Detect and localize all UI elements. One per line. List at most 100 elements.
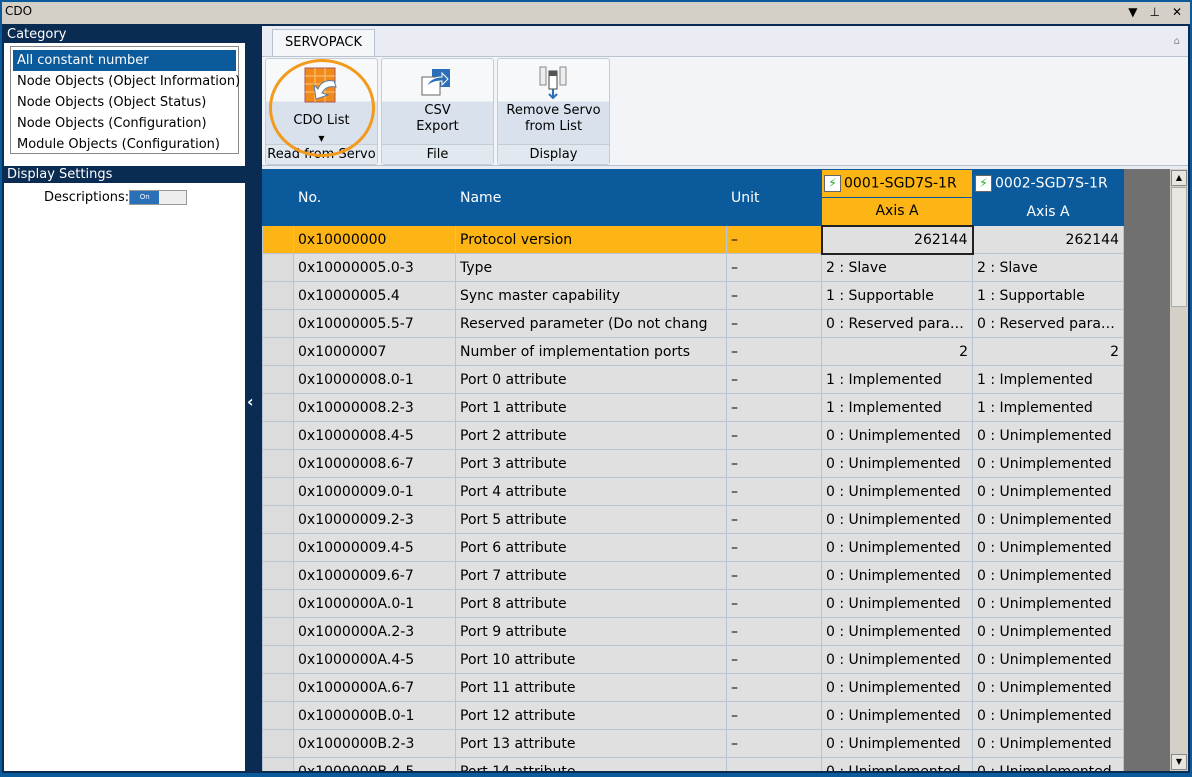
category-item[interactable]: Node Objects (Configuration) [17, 116, 207, 131]
cell-axis-2[interactable]: 0 : Unimplemented [972, 477, 1124, 506]
cell-axis-2[interactable]: 0 : Unimplemented [972, 729, 1124, 758]
cell-axis-2[interactable]: 0 : Unimplemented [972, 449, 1124, 478]
axis-header-1[interactable]: Axis A [821, 197, 973, 226]
row-header[interactable] [262, 561, 294, 590]
row-header[interactable] [262, 253, 294, 282]
row-header[interactable] [262, 505, 294, 534]
cell-axis-1[interactable]: 1 : Implemented [821, 393, 973, 422]
cell-axis-1[interactable]: 0 : Unimplemented [821, 477, 973, 506]
table-row[interactable]: 0x10000009.0-1 Port 4 attribute –0 : Unimp… [262, 477, 1124, 506]
category-item[interactable]: Module Objects (Configuration) [17, 137, 220, 152]
table-row[interactable]: 0x1000000A.0-1 Port 8 attribute –0 : Unimp… [262, 589, 1124, 618]
cell-axis-2[interactable]: 0 : Unimplemented [972, 589, 1124, 618]
cell-axis-1[interactable]: 1 : Implemented [821, 365, 973, 394]
table-row[interactable]: 0x10000000 Protocol version –262144 262144 [262, 224, 1124, 255]
row-header[interactable] [262, 337, 294, 366]
cell-axis-1[interactable]: 0 : Unimplemented [821, 561, 973, 590]
cell-axis-2[interactable]: 0 : Unimplemented [972, 617, 1124, 646]
row-header[interactable] [262, 533, 294, 562]
table-row[interactable]: 0x1000000B.0-1 Port 12 attribute –0 : Unim… [262, 701, 1124, 730]
category-item[interactable]: All constant number [13, 50, 236, 71]
remove-servo-button[interactable]: Remove Servo from List [498, 59, 609, 145]
category-item[interactable]: Node Objects (Object Information) [17, 74, 241, 89]
cell-axis-1[interactable]: 1 : Supportable [821, 281, 973, 310]
scroll-up-icon[interactable]: ▲ [1171, 170, 1187, 186]
row-header[interactable] [262, 365, 294, 394]
table-row[interactable]: 0x1000000A.2-3 Port 9 attribute –0 : Unimp… [262, 617, 1124, 646]
table-row[interactable]: 0x1000000A.4-5 Port 10 attribute –0 : Unim… [262, 645, 1124, 674]
cell-axis-1[interactable]: 0 : Unimplemented [821, 589, 973, 618]
cell-axis-2[interactable]: 1 : Supportable [972, 281, 1124, 310]
category-item[interactable]: Node Objects (Object Status) [17, 95, 207, 110]
row-header[interactable] [262, 393, 294, 422]
collapse-sidebar-icon[interactable]: ‹ [247, 392, 254, 411]
cell-axis-2[interactable]: 262144 [972, 225, 1124, 254]
device-header-1[interactable]: ⚡ 0001-SGD7S-1R [821, 169, 973, 198]
row-header[interactable] [262, 645, 294, 674]
collapse-ribbon-icon[interactable]: ⌂ [1173, 36, 1180, 47]
cell-axis-1[interactable]: 0 : Unimplemented [821, 645, 973, 674]
row-header[interactable] [262, 309, 294, 338]
cell-axis-1[interactable]: 0 : Unimplemented [821, 617, 973, 646]
cell-axis-1[interactable]: 262144 [820, 224, 974, 255]
vertical-scrollbar[interactable]: ▲ ▼ [1170, 169, 1188, 771]
cell-axis-2[interactable]: 0 : Unimplemented [972, 673, 1124, 702]
cell-axis-1[interactable]: 2 : Slave [821, 253, 973, 282]
column-header-unit[interactable]: Unit [726, 169, 822, 226]
table-row[interactable]: 0x10000009.4-5 Port 6 attribute –0 : Unimp… [262, 533, 1124, 562]
cell-axis-1[interactable]: 0 : Unimplemented [821, 505, 973, 534]
pin-icon[interactable]: ⊥ [1149, 5, 1160, 19]
cell-axis-2[interactable]: 0 : Unimplemented [972, 533, 1124, 562]
row-header[interactable] [262, 617, 294, 646]
table-row[interactable]: 0x10000009.6-7 Port 7 attribute –0 : Unimp… [262, 561, 1124, 590]
cell-axis-2[interactable]: 0 : Unimplemented [972, 505, 1124, 534]
cell-axis-2[interactable]: 0 : Unimplemented [972, 645, 1124, 674]
row-header[interactable] [262, 729, 294, 758]
cell-axis-1[interactable]: 0 : Reserved para… [821, 309, 973, 338]
cell-axis-1[interactable]: 0 : Unimplemented [821, 533, 973, 562]
row-header[interactable] [262, 701, 294, 730]
table-row[interactable]: 0x10000005.5-7 Reserved parameter (Do not… [262, 309, 1124, 338]
table-row[interactable]: 0x10000008.4-5 Port 2 attribute –0 : Unimp… [262, 421, 1124, 450]
descriptions-toggle[interactable]: On [129, 190, 188, 205]
axis-header-2[interactable]: Axis A [972, 197, 1124, 226]
scroll-thumb[interactable] [1171, 187, 1187, 307]
row-header[interactable] [262, 449, 294, 478]
cell-axis-2[interactable]: 0 : Unimplemented [972, 757, 1124, 771]
cell-axis-1[interactable]: 0 : Unimplemented [821, 757, 973, 771]
cell-axis-2[interactable]: 0 : Unimplemented [972, 701, 1124, 730]
csv-export-button[interactable]: CSV Export [382, 59, 493, 145]
cell-axis-2[interactable]: 2 : Slave [972, 253, 1124, 282]
close-icon[interactable]: ✕ [1171, 5, 1182, 19]
table-row[interactable]: 0x10000005.0-3 Type –2 : Slave 2 : Slave [262, 253, 1124, 282]
row-header[interactable] [262, 757, 294, 771]
dropdown-icon[interactable]: ▼ [1128, 5, 1138, 19]
cell-axis-1[interactable]: 0 : Unimplemented [821, 673, 973, 702]
table-row[interactable]: 0x10000008.6-7 Port 3 attribute –0 : Unimp… [262, 449, 1124, 478]
cell-axis-1[interactable]: 0 : Unimplemented [821, 449, 973, 478]
cell-axis-1[interactable]: 0 : Unimplemented [821, 421, 973, 450]
table-row[interactable]: 0x10000005.4 Sync master capability –1 : S… [262, 281, 1124, 310]
tab-servopack[interactable]: SERVOPACK [272, 29, 375, 56]
scroll-down-icon[interactable]: ▼ [1171, 754, 1187, 770]
table-row[interactable]: 0x1000000B.2-3 Port 13 attribute –0 : Unim… [262, 729, 1124, 758]
row-header[interactable] [262, 673, 294, 702]
column-header-name[interactable]: Name [455, 169, 727, 226]
table-row[interactable]: 0x10000007 Number of implementation ports… [262, 337, 1124, 366]
cell-axis-1[interactable]: 0 : Unimplemented [821, 701, 973, 730]
cell-axis-2[interactable]: 0 : Unimplemented [972, 421, 1124, 450]
row-header[interactable] [262, 477, 294, 506]
table-row[interactable]: 0x10000009.2-3 Port 5 attribute –0 : Unimp… [262, 505, 1124, 534]
cell-axis-1[interactable]: 0 : Unimplemented [821, 729, 973, 758]
cell-axis-2[interactable]: 0 : Reserved para… [972, 309, 1124, 338]
table-row[interactable]: 0x10000008.2-3 Port 1 attribute –1 : Imple… [262, 393, 1124, 422]
row-header[interactable] [262, 421, 294, 450]
column-header-no[interactable]: No. [293, 169, 456, 226]
cell-axis-2[interactable]: 0 : Unimplemented [972, 561, 1124, 590]
cell-axis-1[interactable]: 2 [821, 337, 973, 366]
table-row[interactable]: 0x1000000A.6-7 Port 11 attribute –0 : Unim… [262, 673, 1124, 702]
row-header[interactable] [262, 225, 294, 254]
table-row[interactable]: 0x10000008.0-1 Port 0 attribute –1 : Imple… [262, 365, 1124, 394]
device-header-2[interactable]: ⚡ 0002-SGD7S-1R [972, 169, 1124, 198]
